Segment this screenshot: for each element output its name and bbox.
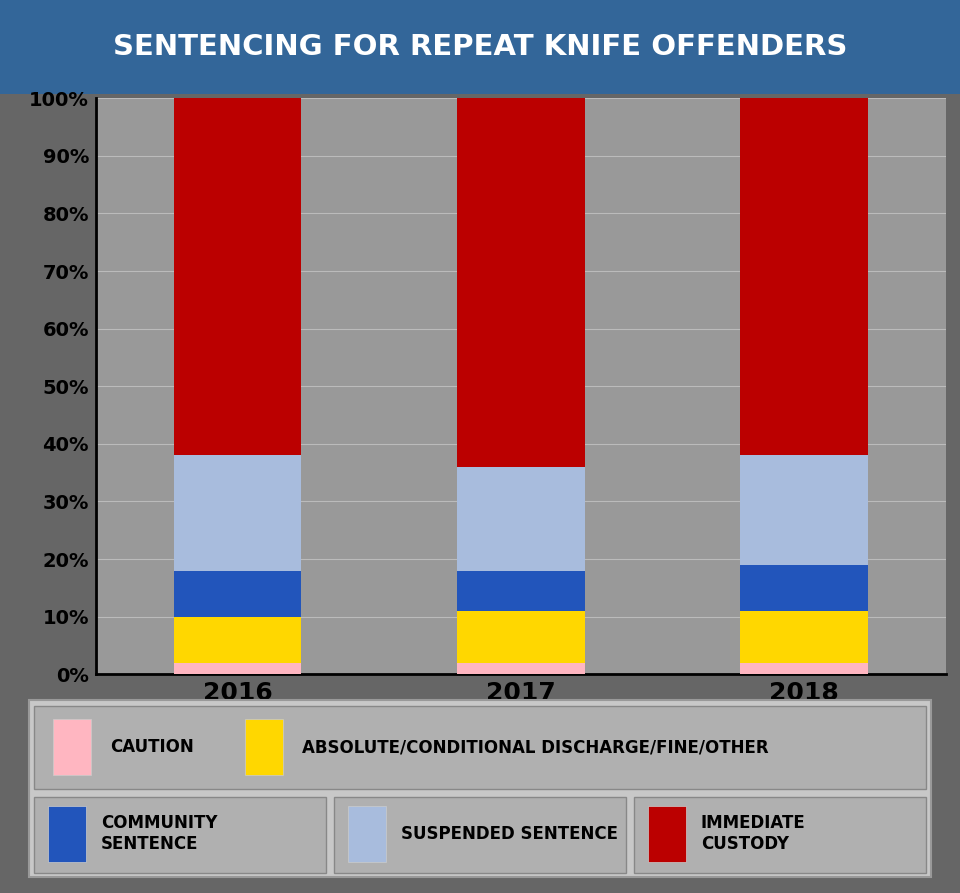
- Bar: [740, 455, 868, 564]
- Bar: [174, 616, 301, 663]
- Text: IMMEDIATE
CUSTODY: IMMEDIATE CUSTODY: [701, 814, 805, 853]
- Bar: [457, 571, 585, 611]
- Text: SENTENCING FOR REPEAT KNIFE OFFENDERS: SENTENCING FOR REPEAT KNIFE OFFENDERS: [113, 33, 847, 61]
- Bar: [457, 98, 585, 467]
- Bar: [457, 663, 585, 674]
- Bar: [648, 805, 686, 862]
- Bar: [48, 805, 86, 862]
- Bar: [457, 467, 585, 571]
- Bar: [29, 700, 931, 877]
- Text: ABSOLUTE/CONDITIONAL DISCHARGE/FINE/OTHER: ABSOLUTE/CONDITIONAL DISCHARGE/FINE/OTHE…: [302, 739, 769, 756]
- Bar: [457, 611, 585, 663]
- Bar: [245, 719, 283, 775]
- Bar: [740, 98, 868, 455]
- Bar: [740, 663, 868, 674]
- Bar: [174, 663, 301, 674]
- Bar: [53, 719, 91, 775]
- Text: CAUTION: CAUTION: [110, 739, 194, 756]
- Bar: [174, 455, 301, 571]
- Bar: [634, 797, 926, 873]
- Text: SUSPENDED SENTENCE: SUSPENDED SENTENCE: [400, 825, 618, 843]
- Bar: [174, 571, 301, 616]
- Bar: [174, 98, 301, 455]
- Bar: [740, 564, 868, 611]
- Bar: [34, 797, 326, 873]
- Bar: [334, 797, 626, 873]
- Bar: [348, 805, 386, 862]
- Bar: [34, 706, 926, 789]
- Bar: [740, 611, 868, 663]
- Text: COMMUNITY
SENTENCE: COMMUNITY SENTENCE: [101, 814, 217, 853]
